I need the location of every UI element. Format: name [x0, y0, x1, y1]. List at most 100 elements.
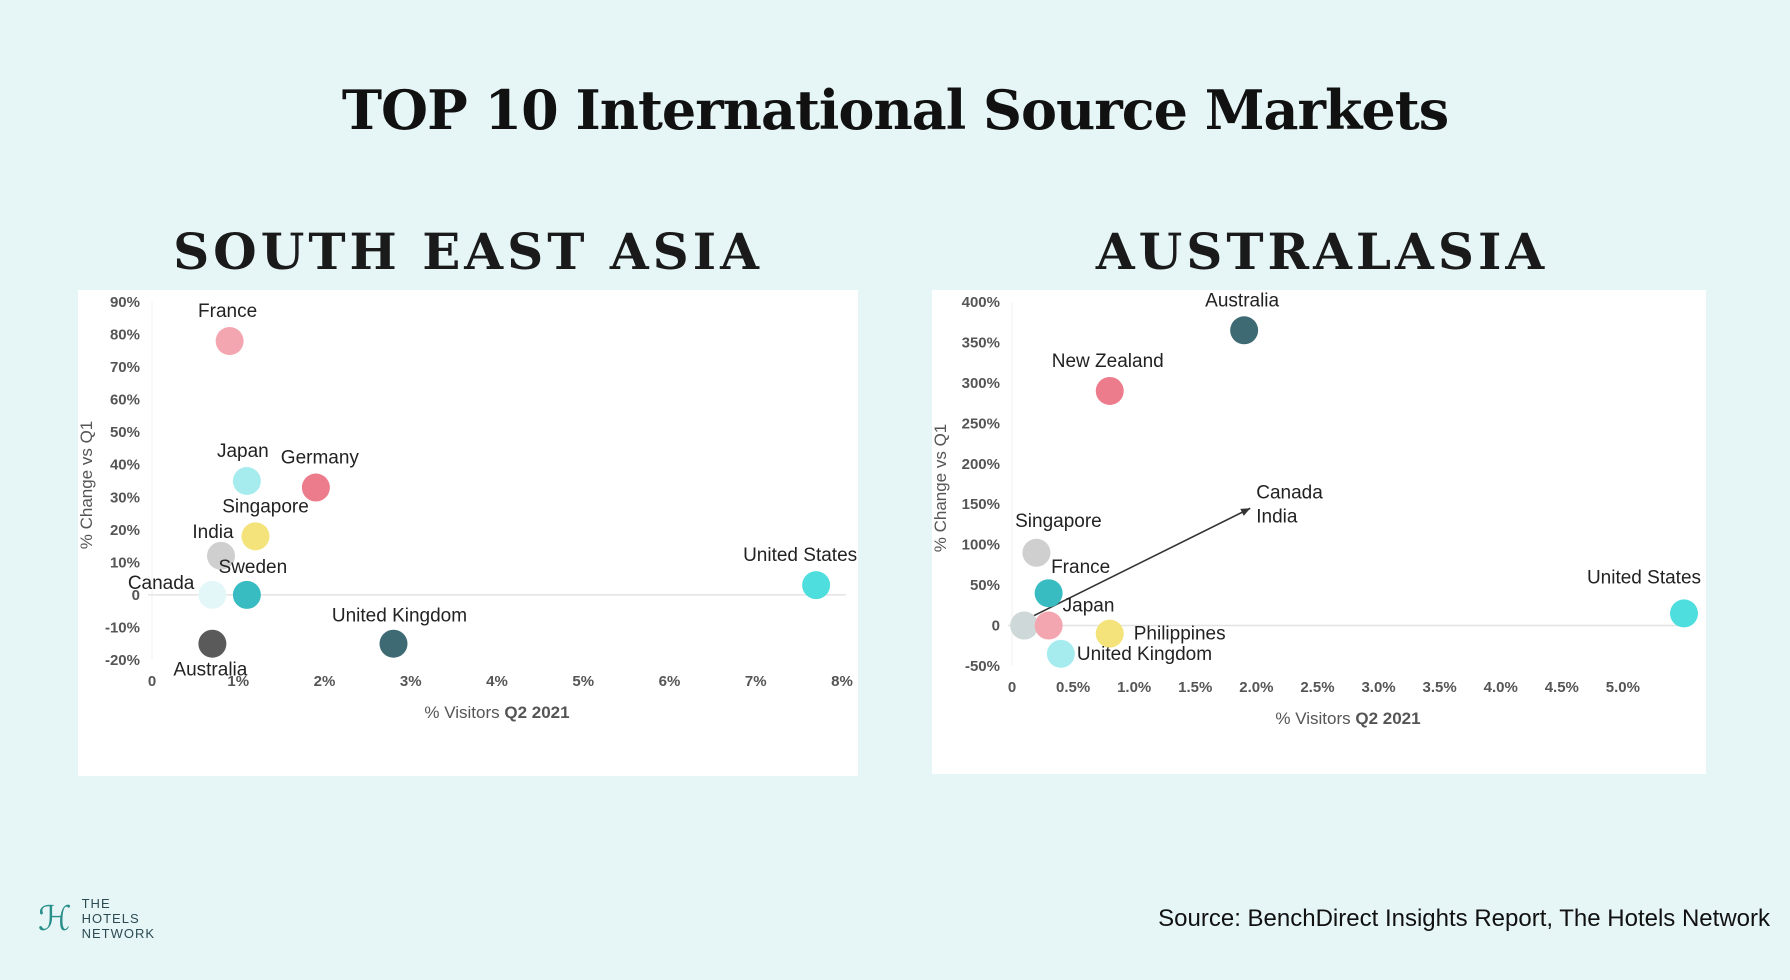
- point-label-new-zealand: New Zealand: [1052, 351, 1164, 372]
- point-philippines: [1095, 619, 1124, 648]
- y-tick-label: 0: [992, 618, 1000, 635]
- x-tick-label: 6%: [659, 673, 681, 690]
- chart-panel-australasia: -50% 0 50% 100% 150% 200% 250% 300% 350% 400% 0 0.5…: [932, 290, 1706, 774]
- point-united-kingdom: [379, 629, 408, 658]
- point-sweden: [232, 580, 261, 609]
- brand-logo: ℋ THE HOTELS NETWORK: [38, 896, 155, 941]
- y-tick-label: 30%: [110, 489, 140, 506]
- chart-panel-south-east-asia: -20% -10% 0 10% 20% 30% 40% 50% 60% 70% 80% 90% 0 1% 2…: [78, 290, 858, 776]
- point-label-united-kingdom: United Kingdom: [1077, 644, 1212, 665]
- x-tick-label: 1%: [227, 673, 249, 690]
- point-label-sweden: Sweden: [219, 557, 288, 578]
- x-tick-label: 3.5%: [1423, 679, 1457, 696]
- x-tick-label: 1.0%: [1117, 679, 1151, 696]
- x-tick-label: 0.5%: [1056, 679, 1090, 696]
- y-tick-label: 250%: [962, 415, 1000, 432]
- point-label-philippines: Philippines: [1134, 624, 1226, 645]
- y-tick-label: 300%: [962, 375, 1000, 392]
- x-tick-label: 0: [148, 673, 156, 690]
- x-tick-label: 4.0%: [1484, 679, 1518, 696]
- y-tick-label: 20%: [110, 522, 140, 539]
- x-tick-label: 2.5%: [1300, 679, 1334, 696]
- chart-title-south-east-asia: SOUTH EAST ASIA: [173, 222, 763, 281]
- hotels-network-logo-icon: ℋ: [38, 898, 72, 939]
- point-label-singapore: Singapore: [1015, 511, 1102, 532]
- point-label-united-kingdom: United Kingdom: [332, 606, 467, 627]
- y-tick-label: 100%: [962, 537, 1000, 554]
- point-singapore: [1022, 538, 1051, 567]
- x-tick-label: 5.0%: [1606, 679, 1640, 696]
- y-axis-label: % Change vs Q1: [932, 424, 950, 553]
- x-tick-label: 1.5%: [1178, 679, 1212, 696]
- x-tick-label: 4.5%: [1545, 679, 1579, 696]
- chart-title-australasia: AUSTRALASIA: [1095, 222, 1549, 281]
- y-tick-label: 10%: [110, 554, 140, 571]
- y-tick-label: -10%: [105, 619, 140, 636]
- point-label-japan: Japan: [217, 441, 269, 462]
- x-tick-label: 2.0%: [1239, 679, 1273, 696]
- point-japan: [232, 467, 261, 495]
- source-note: Source: BenchDirect Insights Report, The…: [1158, 905, 1770, 932]
- point-label-germany: Germany: [281, 448, 360, 469]
- point-india: [1010, 611, 1039, 640]
- point-canada: [198, 580, 227, 609]
- x-tick-label: 3.0%: [1361, 679, 1395, 696]
- y-tick-label: 60%: [110, 392, 140, 409]
- scatter-chart-south-east-asia: -20% -10% 0 10% 20% 30% 40% 50% 60% 70% 80% 90% 0 1% 2…: [78, 294, 857, 722]
- x-tick-label: 4%: [486, 673, 508, 690]
- annotation-label-india: India: [1256, 506, 1298, 527]
- point-united-kingdom: [1046, 639, 1075, 668]
- annotation-label-canada: Canada: [1256, 482, 1323, 503]
- point-label-australia: Australia: [1205, 290, 1279, 311]
- x-tick-label: 0: [1008, 679, 1016, 696]
- point-label-france: France: [198, 301, 257, 322]
- point-label-australia: Australia: [173, 660, 247, 681]
- point-label-india: India: [192, 522, 234, 543]
- y-tick-label: 80%: [110, 327, 140, 344]
- point-singapore: [241, 522, 270, 551]
- x-axis-label: % Visitors Q2 2021: [424, 703, 569, 722]
- y-tick-label: 50%: [110, 424, 140, 441]
- point-label-japan: Japan: [1063, 596, 1115, 617]
- annotation-arrow-head: [1240, 508, 1251, 516]
- point-label-france: France: [1051, 557, 1110, 578]
- point-japan: [1034, 611, 1063, 640]
- point-germany: [301, 473, 330, 502]
- point-india: [207, 541, 235, 570]
- y-tick-label: -50%: [965, 658, 1000, 675]
- y-tick-label: 200%: [962, 456, 1000, 473]
- point-australia: [1230, 316, 1259, 345]
- logo-line-1: THE: [81, 896, 111, 911]
- page-title: TOP 10 International Source Markets: [341, 78, 1449, 142]
- x-tick-label: 2%: [314, 673, 336, 690]
- point-france: [215, 327, 244, 356]
- y-tick-label: -20%: [105, 652, 140, 669]
- x-axis-label: % Visitors Q2 2021: [1275, 709, 1420, 728]
- x-tick-label: 8%: [831, 673, 853, 690]
- annotation-arrow-line: [1029, 507, 1251, 619]
- point-united-states: [802, 571, 831, 600]
- x-tick-label: 7%: [745, 673, 767, 690]
- x-tick-label: 3%: [400, 673, 422, 690]
- point-new-zealand: [1095, 376, 1124, 405]
- y-tick-label: 90%: [110, 294, 140, 311]
- logo-line-2: HOTELS: [81, 911, 140, 926]
- logo-line-3: NETWORK: [81, 926, 156, 941]
- logo-wordmark: THE HOTELS NETWORK: [82, 896, 155, 941]
- point-label-singapore: Singapore: [222, 496, 309, 517]
- scatter-chart-australasia: -50% 0 50% 100% 150% 200% 250% 300% 350% 400% 0 0.5…: [932, 290, 1701, 728]
- y-axis-label: % Change vs Q1: [78, 421, 96, 550]
- point-label-canada: Canada: [128, 573, 195, 594]
- point-united-states: [1670, 599, 1698, 628]
- y-tick-label: 40%: [110, 457, 140, 474]
- y-tick-label: 150%: [962, 496, 1000, 513]
- y-tick-label: 350%: [962, 334, 1000, 351]
- point-france: [1034, 579, 1063, 608]
- point-label-united-states: United States: [743, 545, 857, 566]
- point-label-united-states: United States: [1587, 567, 1701, 588]
- y-tick-label: 0: [132, 587, 140, 604]
- y-tick-label: 70%: [110, 359, 140, 376]
- x-tick-label: 5%: [572, 673, 594, 690]
- point-australia: [198, 629, 227, 658]
- y-tick-label: 400%: [962, 294, 1000, 311]
